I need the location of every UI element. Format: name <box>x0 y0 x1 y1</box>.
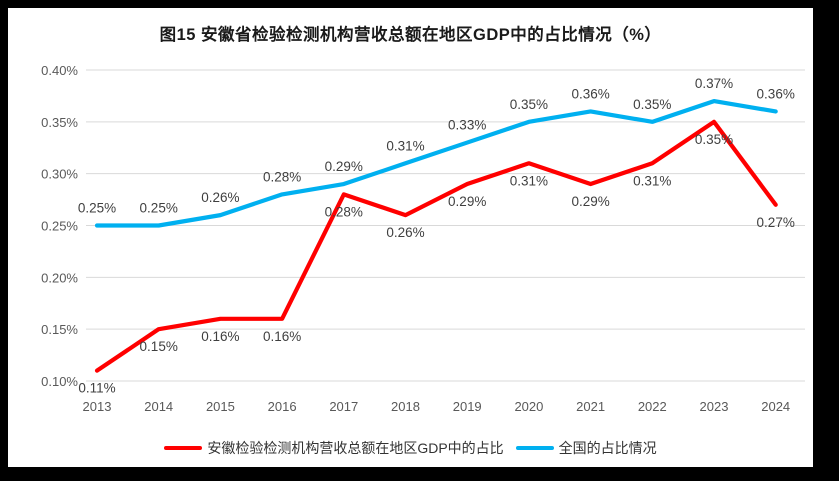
data-label: 0.27% <box>757 215 795 230</box>
legend: 安徽检验检测机构营收总额在地区GDP中的占比 全国的占比情况 <box>8 438 813 458</box>
series-line-1 <box>94 98 778 228</box>
data-label: 0.31% <box>510 173 548 188</box>
y-tick-label: 0.20% <box>41 270 78 285</box>
data-label: 0.37% <box>695 76 733 91</box>
y-tick-label: 0.15% <box>41 322 78 337</box>
y-tick-label: 0.25% <box>41 219 78 234</box>
data-label: 0.25% <box>78 201 116 216</box>
data-label: 0.29% <box>571 194 609 209</box>
data-label: 0.35% <box>510 97 548 112</box>
data-label: 0.36% <box>757 86 795 101</box>
series-line-0 <box>94 119 778 373</box>
data-label: 0.29% <box>325 159 363 174</box>
x-tick-label: 2018 <box>391 399 420 414</box>
x-tick-label: 2019 <box>453 399 482 414</box>
legend-item-anhui: 安徽检验检测机构营收总额在地区GDP中的占比 <box>164 438 504 458</box>
data-label: 0.36% <box>571 86 609 101</box>
y-tick-label: 0.10% <box>41 374 78 389</box>
legend-label-anhui: 安徽检验检测机构营收总额在地区GDP中的占比 <box>207 440 504 456</box>
data-label: 0.28% <box>263 169 301 184</box>
data-label: 0.28% <box>325 204 363 219</box>
x-tick-label: 2021 <box>576 399 605 414</box>
x-tick-label: 2017 <box>329 399 358 414</box>
chart-title: 图15 安徽省检验检测机构营收总额在地区GDP中的占比情况（%） <box>159 26 662 44</box>
x-tick-label: 2023 <box>700 399 729 414</box>
legend-swatch-national <box>515 446 554 450</box>
data-label: 0.25% <box>140 201 178 216</box>
legend-item-national: 全国的占比情况 <box>515 438 657 458</box>
y-tick-label: 0.40% <box>41 63 78 78</box>
x-tick-label: 2022 <box>638 399 667 414</box>
chart-canvas: 0.10% 0.15% 0.20% 0.25% 0.30% 0.35% 0.40% 2013 2… <box>8 8 813 467</box>
y-tick-label: 0.35% <box>41 115 78 130</box>
data-label: 0.26% <box>201 190 239 205</box>
data-label: 0.33% <box>448 118 486 133</box>
data-label: 0.16% <box>201 329 239 344</box>
legend-label-national: 全国的占比情况 <box>558 440 657 456</box>
data-label: 0.11% <box>78 381 115 396</box>
x-tick-label: 2024 <box>761 399 790 414</box>
data-label: 0.16% <box>263 329 301 344</box>
data-label: 0.35% <box>633 97 671 112</box>
line-chart: 0.10% 0.15% 0.20% 0.25% 0.30% 0.35% 0.40% 2013 2… <box>41 63 805 414</box>
y-tick-label: 0.30% <box>41 167 78 182</box>
x-tick-label: 2014 <box>144 399 173 414</box>
x-tick-label: 2013 <box>83 399 112 414</box>
x-tick-label: 2016 <box>268 399 297 414</box>
data-label: 0.31% <box>633 173 671 188</box>
x-tick-label: 2020 <box>514 399 543 414</box>
data-label: 0.26% <box>386 225 424 240</box>
data-label: 0.35% <box>695 132 733 147</box>
data-label: 0.29% <box>448 194 486 209</box>
x-tick-label: 2015 <box>206 399 235 414</box>
data-label: 0.15% <box>140 339 178 354</box>
legend-swatch-anhui <box>164 446 203 450</box>
data-label: 0.31% <box>386 138 424 153</box>
